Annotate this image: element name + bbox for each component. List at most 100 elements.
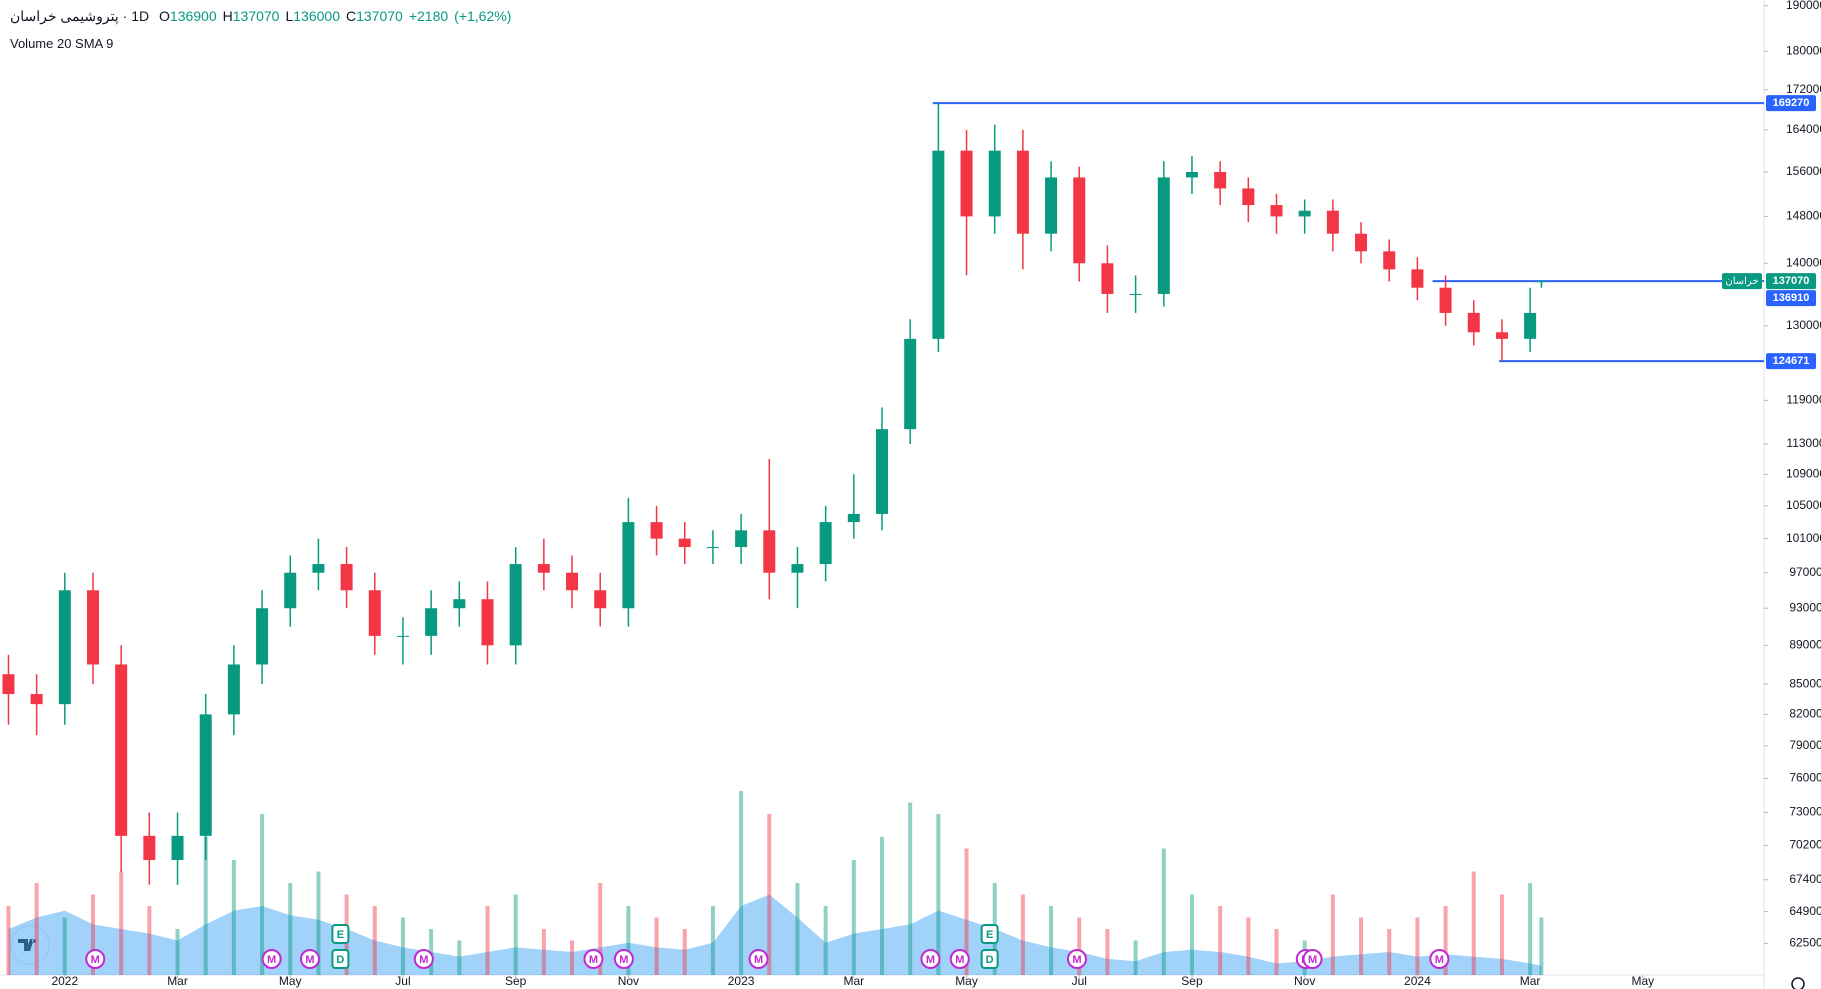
event-marker[interactable]: M xyxy=(299,949,320,969)
candle-body xyxy=(1185,172,1198,178)
candle-body xyxy=(819,522,832,565)
x-tick-label: Jul xyxy=(395,974,410,988)
price-tag xyxy=(1766,273,1816,290)
candle-body xyxy=(1045,177,1058,234)
event-label: D xyxy=(986,954,994,966)
event-badge xyxy=(331,949,350,969)
candle-body xyxy=(284,572,297,609)
volume-bar xyxy=(1133,940,1138,975)
event-label: M xyxy=(267,954,276,966)
event-label: M xyxy=(955,954,964,966)
y-tick-label: 67400 xyxy=(1789,872,1821,886)
volume-bar xyxy=(1077,917,1082,975)
candle-body xyxy=(622,522,635,609)
y-tick-label: 148000 xyxy=(1786,209,1821,223)
y-tick-label: 76000 xyxy=(1789,771,1821,785)
candle-body xyxy=(58,590,71,705)
ohlc-key: L xyxy=(285,8,294,24)
volume-bar xyxy=(1387,929,1392,975)
event-marker[interactable]: E xyxy=(331,924,350,944)
volume-bar xyxy=(570,940,575,975)
candle-body xyxy=(199,714,212,836)
volume-bar xyxy=(1246,917,1251,975)
level-tag-label: 169270 xyxy=(1773,97,1810,109)
y-tick-label: 156000 xyxy=(1786,164,1821,178)
ohlc-value: 137070 xyxy=(356,8,403,24)
volume-bar xyxy=(1528,883,1533,975)
volume-bar xyxy=(260,814,265,975)
event-circle xyxy=(613,949,634,969)
event-marker[interactable]: M xyxy=(85,949,106,969)
level-tag xyxy=(1766,95,1816,112)
change: +2180 xyxy=(408,8,449,24)
volume-bar xyxy=(682,929,687,975)
x-tick-label: Jul xyxy=(1072,974,1087,988)
indicator-label: Volume 20 SMA 9 xyxy=(10,36,114,51)
volume-bar xyxy=(372,906,377,975)
volume-bar xyxy=(429,929,434,975)
x-tick-label: 2022 xyxy=(51,974,78,988)
event-marker[interactable]: D xyxy=(331,949,350,969)
event-circle xyxy=(920,949,941,969)
candle-body xyxy=(1016,150,1029,234)
volume-bar xyxy=(485,906,490,975)
event-marker[interactable]: M xyxy=(583,949,604,969)
volume-bar xyxy=(936,814,941,975)
event-marker[interactable]: M xyxy=(413,949,434,969)
price-tag-label: 137070 xyxy=(1773,275,1810,287)
volume-bar xyxy=(1049,906,1054,975)
y-tick-label: 79000 xyxy=(1789,738,1821,752)
candle-body xyxy=(1535,281,1548,283)
candle-body xyxy=(368,590,381,636)
event-marker[interactable]: M xyxy=(613,949,634,969)
volume-bar xyxy=(767,814,772,975)
candle-body xyxy=(960,150,973,217)
candle-body xyxy=(1157,177,1170,294)
event-marker[interactable]: M xyxy=(920,949,941,969)
volume-bar xyxy=(147,906,152,975)
marker-tag xyxy=(1766,290,1816,307)
volume-bar xyxy=(513,894,518,975)
event-marker[interactable]: M xyxy=(1429,949,1450,969)
event-marker[interactable]: M xyxy=(949,949,970,969)
y-tick-label: 97000 xyxy=(1789,565,1821,579)
event-circle xyxy=(1066,949,1087,969)
volume-bar xyxy=(316,871,321,975)
settings-icon[interactable] xyxy=(1791,977,1805,989)
candle-body xyxy=(1242,188,1255,206)
volume-bar xyxy=(1359,917,1364,975)
event-marker[interactable]: M xyxy=(261,949,282,969)
candle-body xyxy=(1495,332,1508,339)
volume-bar xyxy=(795,883,800,975)
event-marker[interactable]: M xyxy=(748,949,769,969)
candle-body xyxy=(1467,312,1480,333)
event-circle xyxy=(583,949,604,969)
candle-body xyxy=(1270,205,1283,217)
candle-body xyxy=(256,608,269,665)
event-marker[interactable]: M xyxy=(1066,949,1087,969)
y-tick-label: 62500 xyxy=(1789,936,1821,950)
candle-body xyxy=(988,150,1001,217)
ohlc-value: 137070 xyxy=(232,8,280,24)
event-marker[interactable]: D xyxy=(980,949,999,969)
symbol-title: پتروشیمی خراسان xyxy=(10,8,119,24)
event-marker[interactable]: E xyxy=(980,924,999,944)
candle-body xyxy=(453,599,466,609)
x-tick-label: May xyxy=(1631,974,1654,988)
ohlc-value: 136900 xyxy=(169,8,217,24)
candle-body xyxy=(735,530,748,548)
candle-body xyxy=(396,635,409,637)
candle-body xyxy=(171,835,184,860)
volume-bar xyxy=(908,802,913,975)
volume-bar xyxy=(1161,848,1166,975)
volume-bar xyxy=(851,860,856,975)
event-label: M xyxy=(754,954,763,966)
y-tick-label: 119000 xyxy=(1786,393,1821,407)
event-label: M xyxy=(419,954,428,966)
event-marker[interactable]: M xyxy=(1302,949,1323,969)
candle-body xyxy=(537,564,550,573)
y-tick-label: 164000 xyxy=(1786,122,1821,136)
volume-bar xyxy=(739,791,744,975)
event-badge xyxy=(980,924,999,944)
